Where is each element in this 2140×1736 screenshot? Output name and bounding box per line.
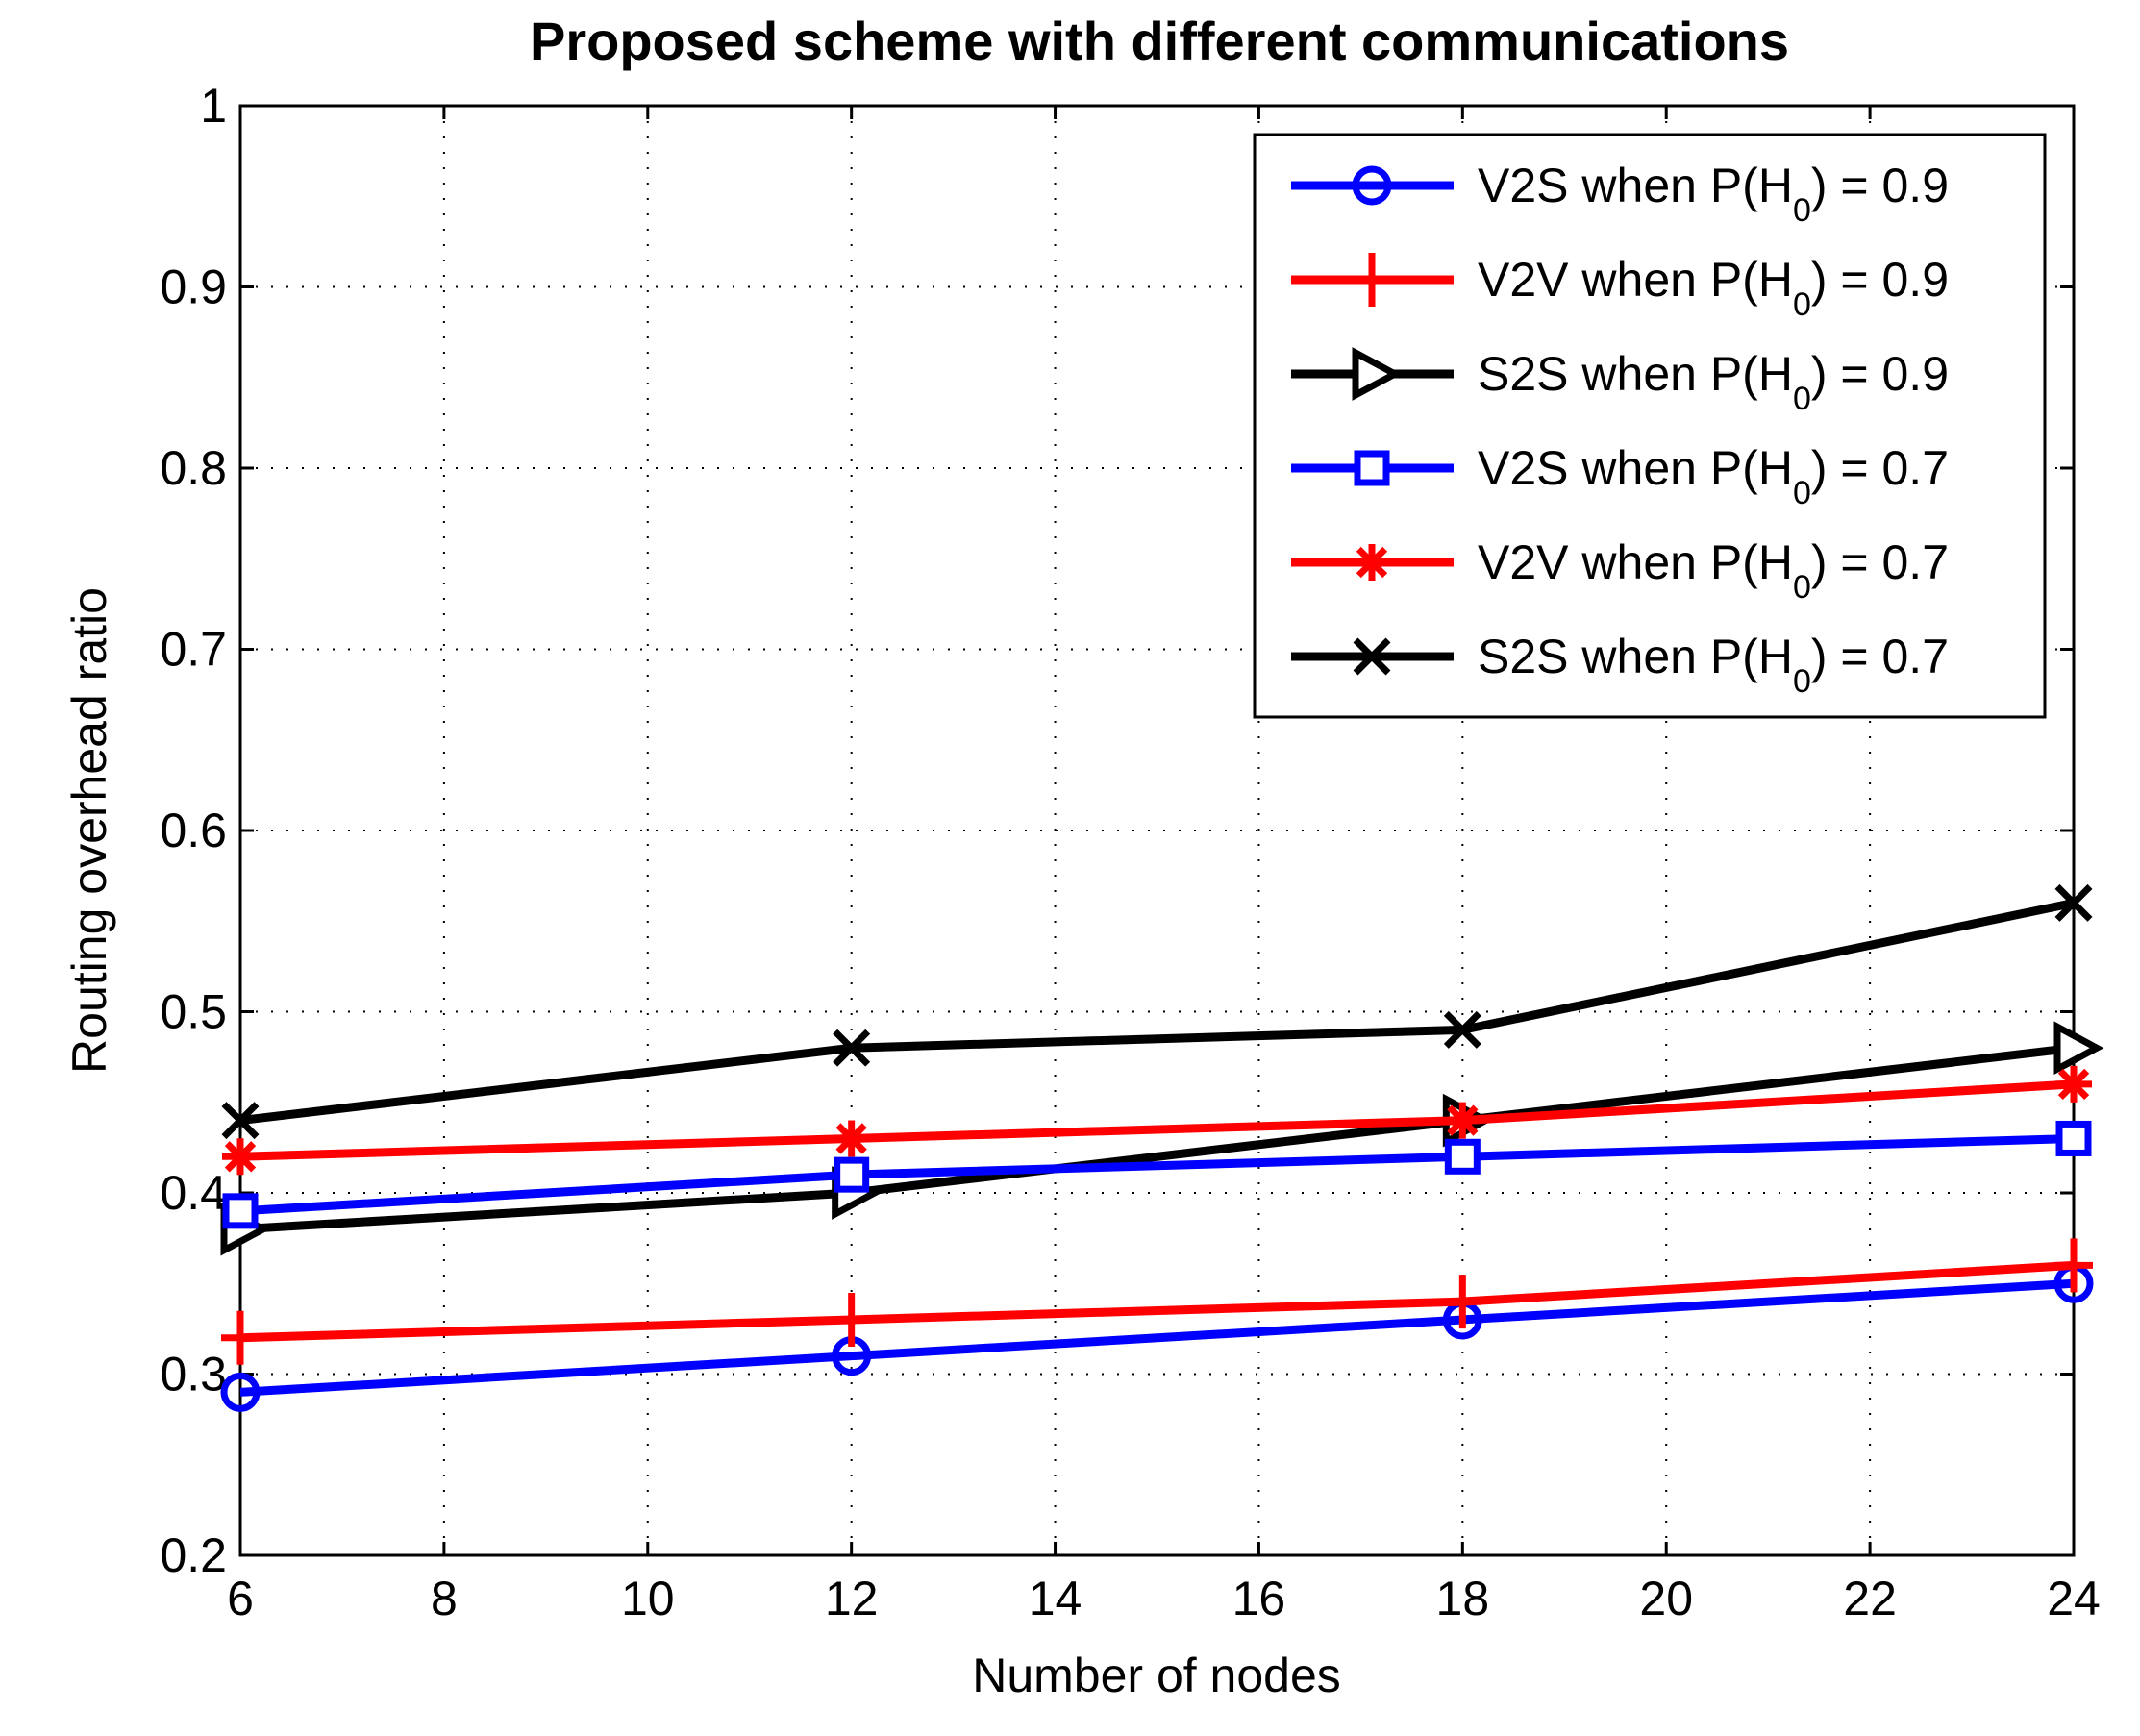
data-point-asterisk (2055, 1065, 2092, 1103)
marker-square (1444, 1138, 1481, 1175)
series-2 (221, 1238, 2093, 1365)
legend-entry-2: V2V when P(H0) = 0.9 (1291, 253, 1949, 323)
data-point-square (222, 1193, 259, 1229)
data-point-plus (2054, 1238, 2093, 1293)
y-tick-label: 0.3 (160, 1348, 227, 1401)
series-line (239, 1260, 2075, 1343)
legend-label: S2S when P(H0) = 0.9 (1478, 347, 1949, 417)
series-line (239, 1043, 2075, 1234)
legend-label: V2V when P(H0) = 0.9 (1478, 253, 1949, 323)
y-tick-label: 1 (200, 79, 227, 133)
marker-ast-d2 (1356, 546, 1388, 579)
marker-square (2055, 1120, 2092, 1156)
data-point-asterisk (833, 1120, 870, 1157)
tick-layer: 6 8 10 12 14 16 18 20 22 24 0.2 0.3 0.4 0.5 0.6 0.7 0.8 0… (160, 79, 2100, 1625)
legend-box (1253, 133, 2047, 719)
x-tick-label: 14 (1029, 1572, 1082, 1625)
marker-square (834, 1156, 870, 1193)
y-tick-label: 0.7 (160, 623, 227, 677)
legend-label: S2S when P(H0) = 0.7 (1478, 630, 1949, 700)
x-tick-label: 8 (431, 1572, 458, 1625)
data-point-circle (220, 1372, 261, 1412)
x-tick-label: 22 (1843, 1572, 1897, 1625)
x-tick-label: 10 (621, 1572, 675, 1625)
y-tick-label: 0.2 (160, 1528, 227, 1582)
data-point-triangle-right (1352, 347, 1403, 401)
series-line (239, 898, 2075, 1126)
data-point-x (833, 1029, 871, 1067)
marker-x-d2 (833, 1029, 871, 1067)
y-tick-label: 0.6 (160, 804, 227, 857)
y-tick-label: 0.8 (160, 441, 227, 495)
y-tick-label: 0.4 (160, 1166, 227, 1220)
x-tick-label: 12 (825, 1572, 879, 1625)
marker-triangle (1352, 347, 1403, 401)
legend-entry-4: V2S when P(H0) = 0.7 (1291, 441, 1949, 511)
data-point-x (1443, 1010, 1481, 1049)
y-tick-label: 0.9 (160, 260, 227, 314)
legend: V2S when P(H0) = 0.9 V2V when P(H0) = 0.9… (1253, 133, 2047, 719)
legend-label: V2S when P(H0) = 0.7 (1478, 441, 1949, 511)
marker-x-d2 (2054, 883, 2093, 922)
marker-ast-d2 (835, 1123, 867, 1154)
marker-x-d2 (221, 1102, 260, 1140)
data-point-x (1353, 637, 1391, 676)
marker-circle (1352, 165, 1392, 206)
marker-circle (220, 1372, 261, 1412)
x-tick-label: 24 (2047, 1572, 2101, 1625)
marker-ast-d2 (2057, 1068, 2090, 1101)
legend-entry-3: S2S when P(H0) = 0.9 (1291, 347, 1949, 417)
data-point-square (1444, 1138, 1481, 1175)
legend-entry-5: V2V when P(H0) = 0.7 (1291, 535, 1949, 606)
data-point-x (2054, 883, 2093, 922)
series-line (239, 1133, 2075, 1216)
marker-ast-d2 (224, 1141, 257, 1173)
x-tick-label: 6 (227, 1572, 254, 1625)
data-point-asterisk (222, 1138, 259, 1176)
data-point-plus (1353, 253, 1391, 307)
marker-triangle (2053, 1021, 2104, 1076)
data-point-square (834, 1156, 870, 1193)
data-point-square (1354, 450, 1390, 486)
legend-entry-6: S2S when P(H0) = 0.7 (1291, 630, 1949, 700)
y-axis-label: Routing overhead ratio (62, 587, 116, 1074)
marker-x-d2 (1353, 637, 1391, 676)
legend-label: V2V when P(H0) = 0.7 (1478, 535, 1949, 606)
x-tick-label: 18 (1436, 1572, 1490, 1625)
data-point-circle (1352, 165, 1392, 206)
data-point-asterisk (1444, 1102, 1481, 1139)
legend-label: V2S when P(H0) = 0.9 (1478, 159, 1949, 229)
chart-title: Proposed scheme with different communica… (530, 11, 1789, 71)
data-point-asterisk (1354, 544, 1390, 581)
x-axis-label: Number of nodes (972, 1649, 1341, 1702)
marker-ast-d2 (1447, 1104, 1479, 1136)
grid-layer (240, 106, 2074, 1555)
data-point-plus (832, 1292, 871, 1347)
series-layer (220, 883, 2104, 1412)
data-point-x (221, 1102, 260, 1140)
data-point-plus (221, 1310, 260, 1365)
marker-x-d2 (1443, 1010, 1481, 1049)
marker-square (222, 1193, 259, 1229)
series-6 (221, 883, 2093, 1140)
data-point-square (2055, 1120, 2092, 1156)
legend-entry-1: V2S when P(H0) = 0.9 (1291, 159, 1949, 229)
series-line (239, 1278, 2075, 1397)
series-4 (222, 1120, 2092, 1229)
marker-square (1354, 450, 1390, 486)
x-tick-label: 16 (1232, 1572, 1286, 1625)
series-line (239, 1079, 2075, 1161)
data-point-triangle-right (2053, 1021, 2104, 1076)
x-tick-label: 20 (1639, 1572, 1693, 1625)
series-5 (222, 1065, 2092, 1176)
data-point-plus (1443, 1275, 1482, 1329)
y-tick-label: 0.5 (160, 985, 227, 1039)
